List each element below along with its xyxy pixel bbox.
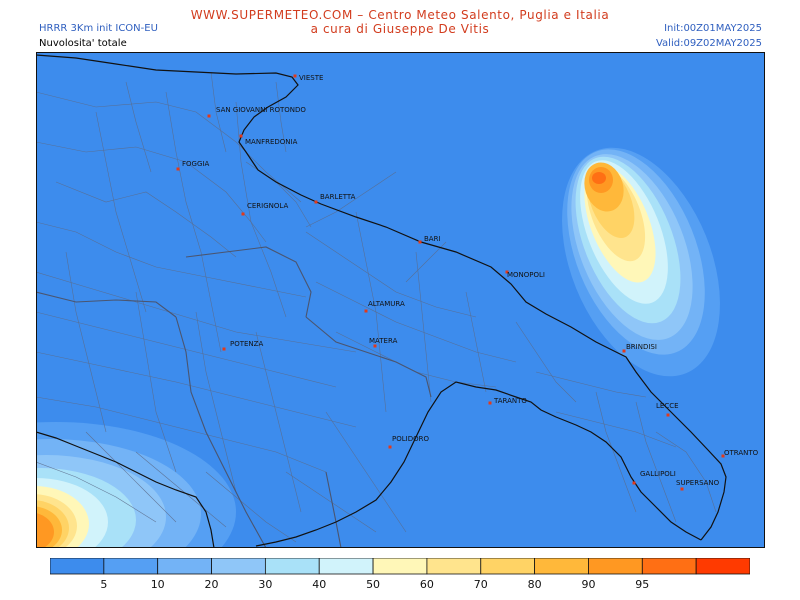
municipal-borders (36, 71, 717, 543)
city-label-polidoro: POLIDORO (392, 435, 429, 443)
legend-tick-label: 70 (474, 578, 488, 591)
city-marker-cerignola (241, 212, 245, 216)
legend-swatch (157, 558, 212, 575)
city-label-gallipoli: GALLIPOLI (640, 470, 676, 478)
legend-swatch (318, 558, 374, 575)
city-marker-otranto (721, 454, 725, 458)
legend-tick-label: 80 (528, 578, 542, 591)
legend-tick-label: 10 (151, 578, 165, 591)
legend-swatch (426, 558, 482, 575)
model-label: HRRR 3Km init ICON-EU (39, 23, 158, 34)
legend-swatch (534, 558, 589, 575)
city-label-vieste: VIESTE (299, 74, 323, 82)
city-marker-vieste (293, 74, 297, 78)
legend-tick-label: 20 (205, 578, 219, 591)
legend-tick-label: 90 (581, 578, 595, 591)
city-markers: VIESTE SAN GIOVANNI ROTONDO MANFREDONIA FOG… (176, 74, 759, 491)
legend-tick-label: 5 (100, 578, 107, 591)
city-label-supersano: SUPERSANO (676, 479, 720, 487)
legend-swatch (588, 558, 643, 575)
cloud-cover-blob-tyrrhenian (36, 422, 236, 548)
city-marker-gallipoli (632, 481, 636, 485)
city-marker-manfredonia (239, 134, 243, 138)
city-marker-altamura (364, 309, 368, 313)
valid-time-label: Valid:09Z02MAY2025 (655, 38, 762, 49)
city-marker-polidoro (388, 445, 392, 449)
city-label-brindisi: BRINDISI (626, 343, 657, 351)
legend-tick-label: 40 (312, 578, 326, 591)
init-time-label: Init:00Z01MAY2025 (664, 23, 762, 34)
city-marker-lecce (666, 413, 670, 417)
legend-swatch (50, 558, 105, 575)
legend-swatch (480, 558, 536, 575)
legend-swatch (264, 558, 320, 575)
city-marker-san-giovanni-rotondo (207, 114, 211, 118)
field-label: Nuvolosita' totale (39, 38, 127, 49)
city-label-manfredonia: MANFREDONIA (245, 138, 298, 146)
forecast-map: VIESTE SAN GIOVANNI ROTONDO MANFREDONIA FOG… (36, 52, 765, 548)
city-marker-matera (373, 344, 377, 348)
legend-tick-label: 95 (635, 578, 649, 591)
city-marker-supersano (680, 487, 684, 491)
color-scale-legend: 5 10 20 30 40 50 60 70 80 90 95 (50, 558, 750, 591)
city-label-altamura: ALTAMURA (368, 300, 405, 308)
city-label-bari: BARI (424, 235, 441, 243)
city-label-matera: MATERA (369, 337, 398, 345)
city-marker-taranto (488, 401, 492, 405)
city-marker-foggia (176, 167, 180, 171)
legend-swatch (372, 558, 428, 575)
map-frame (36, 52, 765, 548)
city-label-potenza: POTENZA (230, 340, 263, 348)
city-label-taranto: TARANTO (493, 397, 527, 405)
site-title: WWW.SUPERMETEO.COM – Centro Meteo Salent… (190, 8, 610, 22)
subtitle: a cura di Giuseppe De Vitis (310, 22, 490, 36)
city-label-foggia: FOGGIA (182, 160, 209, 168)
city-marker-bari (418, 240, 422, 244)
city-label-lecce: LECCE (656, 402, 679, 410)
city-label-otranto: OTRANTO (724, 449, 759, 457)
city-label-barletta: BARLETTA (320, 193, 356, 201)
legend-swatch (103, 558, 159, 575)
city-marker-monopoli (505, 270, 509, 274)
regional-borders (36, 246, 432, 548)
city-label-san-giovanni-rotondo: SAN GIOVANNI ROTONDO (216, 106, 306, 114)
legend-tick-label: 60 (420, 578, 434, 591)
legend-tick-label: 50 (366, 578, 380, 591)
cloud-cover-blob-adriatic (562, 147, 720, 377)
legend-swatch (211, 558, 266, 575)
legend-swatch (641, 558, 697, 575)
city-label-cerignola: CERIGNOLA (247, 202, 288, 210)
legend-swatch (695, 558, 750, 575)
city-marker-potenza (222, 347, 226, 351)
legend-tick-label: 30 (258, 578, 272, 591)
city-label-monopoli: MONOPOLI (507, 271, 545, 279)
city-marker-barletta (314, 200, 318, 204)
city-marker-brindisi (622, 349, 626, 353)
